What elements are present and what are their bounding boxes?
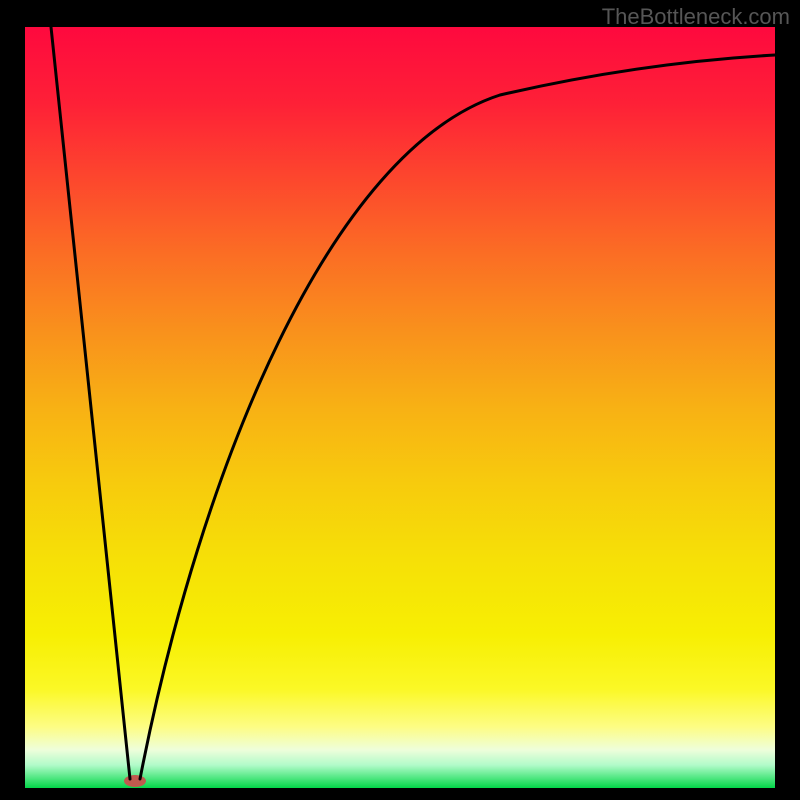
chart-container: TheBottleneck.com (0, 0, 800, 800)
optimal-point-marker (124, 775, 146, 787)
bottleneck-chart (0, 0, 800, 800)
chart-gradient-area (25, 27, 775, 788)
watermark-label: TheBottleneck.com (602, 4, 790, 30)
